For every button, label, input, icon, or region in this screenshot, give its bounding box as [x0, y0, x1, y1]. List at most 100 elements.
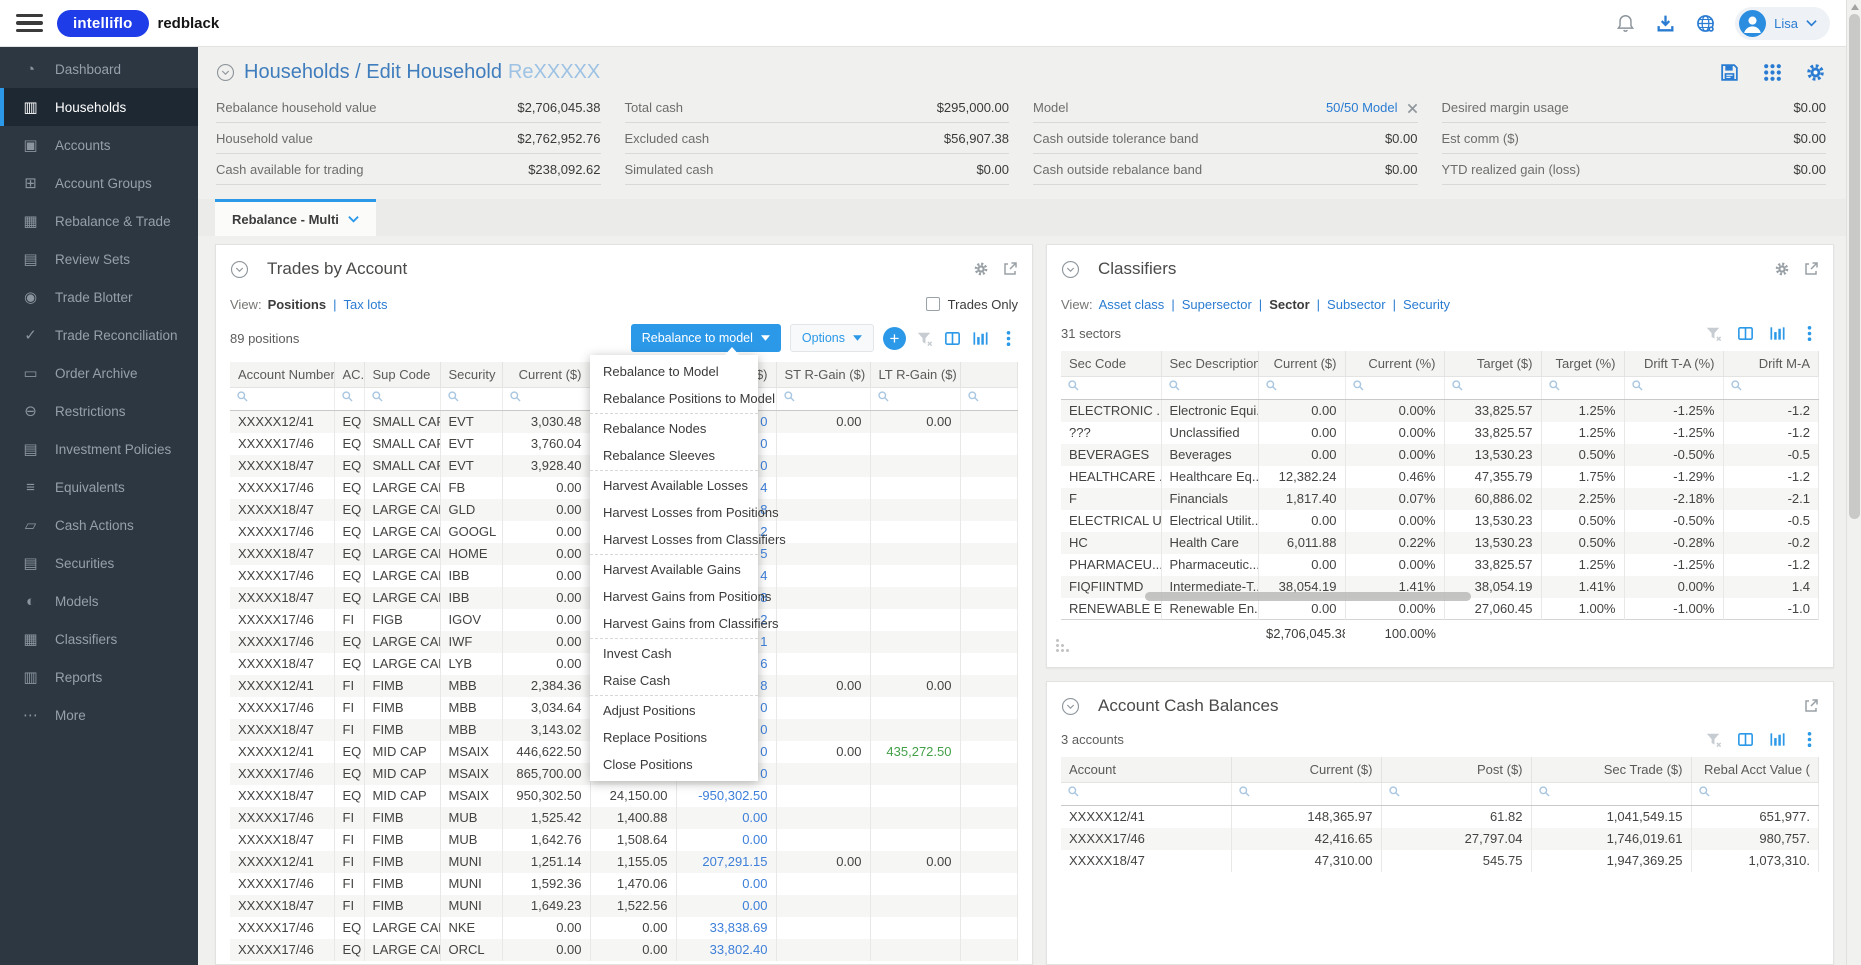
- column-header-ac[interactable]: AC...: [334, 362, 364, 388]
- column-header-drift-t-a[interactable]: Drift T-A (%): [1624, 351, 1723, 377]
- menu-item-raise-cash[interactable]: Raise Cash: [590, 667, 758, 694]
- sidebar-item-cash-actions[interactable]: ▱Cash Actions: [0, 506, 198, 544]
- options-button[interactable]: Options: [790, 324, 874, 352]
- column-header-col9[interactable]: [960, 362, 1018, 388]
- sidebar-item-dashboard[interactable]: ◔Dashboard: [0, 50, 198, 88]
- menu-item-harvest-gains-from-positions[interactable]: Harvest Gains from Positions: [590, 583, 758, 610]
- scrollbar-up-arrow[interactable]: [1851, 4, 1859, 10]
- external-link-icon[interactable]: [1803, 261, 1819, 277]
- column-filter[interactable]: [1531, 783, 1691, 806]
- column-filter[interactable]: [1723, 377, 1819, 400]
- column-filter[interactable]: [870, 388, 960, 411]
- sidebar-item-more[interactable]: ⋯More: [0, 696, 198, 734]
- sidebar-item-review-sets[interactable]: ▤Review Sets: [0, 240, 198, 278]
- sidebar-item-accounts[interactable]: ▣Accounts: [0, 126, 198, 164]
- view-link-security[interactable]: Security: [1403, 297, 1450, 312]
- column-header-target[interactable]: Target (%): [1541, 351, 1624, 377]
- table-row[interactable]: XXXXX17/4642,416.6527,797.041,746,019.61…: [1061, 828, 1819, 850]
- table-row[interactable]: BEVERAGESBeverages0.000.00%13,530.230.50…: [1061, 444, 1819, 466]
- menu-item-harvest-available-losses[interactable]: Harvest Available Losses: [590, 472, 758, 499]
- view-link-positions[interactable]: Positions: [268, 297, 327, 312]
- download-icon[interactable]: [1655, 13, 1676, 34]
- sidebar-item-securities[interactable]: ▤Securities: [0, 544, 198, 582]
- column-header-account[interactable]: Account: [1061, 757, 1231, 783]
- collapse-panel-icon[interactable]: [1061, 260, 1080, 279]
- horizontal-scrollbar-thumb[interactable]: [1145, 592, 1471, 601]
- breadcrumb[interactable]: Households / Edit Household: [244, 61, 502, 83]
- clear-filter-icon[interactable]: [1704, 324, 1723, 343]
- more-options-icon[interactable]: [999, 329, 1018, 348]
- settings-gear-icon[interactable]: [1805, 62, 1826, 83]
- gear-icon[interactable]: [973, 261, 989, 277]
- columns-icon[interactable]: [943, 329, 962, 348]
- column-filter[interactable]: [334, 388, 364, 411]
- menu-item-harvest-losses-from-positions[interactable]: Harvest Losses from Positions: [590, 499, 758, 526]
- close-icon[interactable]: [1407, 102, 1418, 113]
- column-header-rebal-acct-value[interactable]: Rebal Acct Value (: [1691, 757, 1819, 783]
- table-row[interactable]: XXXXX12/41148,365.9761.821,041,549.15651…: [1061, 806, 1819, 828]
- model-link[interactable]: 50/50 Model: [1326, 100, 1418, 115]
- columns-icon[interactable]: [1736, 324, 1755, 343]
- scrollbar-thumb[interactable]: [1849, 14, 1860, 519]
- view-link-asset-class[interactable]: Asset class: [1099, 297, 1165, 312]
- table-row[interactable]: XXXXX17/46FIFIMBMUB1,525.421,400.880.00: [230, 807, 1018, 829]
- column-filter[interactable]: [230, 388, 334, 411]
- rebalance-to-model-button[interactable]: Rebalance to model: [631, 324, 781, 352]
- table-row[interactable]: XXXXX18/4747,310.00545.751,947,369.251,0…: [1061, 850, 1819, 872]
- column-filter[interactable]: [1231, 783, 1381, 806]
- columns-icon[interactable]: [1736, 730, 1755, 749]
- menu-item-harvest-available-gains[interactable]: Harvest Available Gains: [590, 556, 758, 583]
- column-header-sup-code[interactable]: Sup Code: [364, 362, 440, 388]
- table-row[interactable]: HCHealth Care6,011.880.22%13,530.230.50%…: [1061, 532, 1819, 554]
- trades-only-checkbox[interactable]: [926, 297, 940, 311]
- column-filter[interactable]: [1161, 377, 1258, 400]
- notifications-bell-icon[interactable]: [1615, 13, 1636, 34]
- menu-item-rebalance-positions-to-model[interactable]: Rebalance Positions to Model: [590, 385, 758, 412]
- chart-icon[interactable]: [971, 329, 990, 348]
- view-link-subsector[interactable]: Subsector: [1327, 297, 1386, 312]
- column-filter[interactable]: [1061, 377, 1161, 400]
- table-row[interactable]: XXXXX12/41FIFIMBMUNI1,251.141,155.05207,…: [230, 851, 1018, 873]
- sidebar-item-restrictions[interactable]: ⊖Restrictions: [0, 392, 198, 430]
- column-filter[interactable]: [1541, 377, 1624, 400]
- column-filter[interactable]: [1345, 377, 1444, 400]
- table-row[interactable]: HEALTHCARE ...Healthcare Eq...12,382.240…: [1061, 466, 1819, 488]
- collapse-panel-icon[interactable]: [1061, 697, 1080, 716]
- clear-filter-icon[interactable]: [915, 329, 934, 348]
- view-link-tax-lots[interactable]: Tax lots: [343, 297, 387, 312]
- column-filter[interactable]: [1624, 377, 1723, 400]
- sidebar-item-reports[interactable]: ▥Reports: [0, 658, 198, 696]
- sidebar-item-order-archive[interactable]: ▭Order Archive: [0, 354, 198, 392]
- menu-item-rebalance-sleeves[interactable]: Rebalance Sleeves: [590, 442, 758, 469]
- column-header-post[interactable]: Post ($): [1381, 757, 1531, 783]
- view-link-sector[interactable]: Sector: [1269, 297, 1309, 312]
- menu-item-replace-positions[interactable]: Replace Positions: [590, 724, 758, 751]
- table-row[interactable]: XXXXX18/47FIFIMBMUB1,642.761,508.640.00: [230, 829, 1018, 851]
- table-row[interactable]: XXXXX17/46FIFIMBMUNI1,592.361,470.060.00: [230, 873, 1018, 895]
- column-header-current[interactable]: Current ($): [1258, 351, 1345, 377]
- add-icon[interactable]: +: [883, 327, 906, 350]
- menu-hamburger-icon[interactable]: [16, 14, 43, 33]
- save-icon[interactable]: [1719, 62, 1740, 83]
- column-filter[interactable]: [1691, 783, 1819, 806]
- column-header-account-number[interactable]: Account Number: [230, 362, 334, 388]
- column-header-sec-code[interactable]: Sec Code: [1061, 351, 1161, 377]
- column-filter[interactable]: [502, 388, 590, 411]
- more-options-icon[interactable]: [1800, 730, 1819, 749]
- more-options-icon[interactable]: [1800, 324, 1819, 343]
- table-row[interactable]: XXXXX18/47FIFIMBMUNI1,649.231,522.560.00: [230, 895, 1018, 917]
- view-link-supersector[interactable]: Supersector: [1182, 297, 1252, 312]
- table-row[interactable]: ???Unclassified0.000.00%33,825.571.25%-1…: [1061, 422, 1819, 444]
- column-filter[interactable]: [440, 388, 502, 411]
- chart-icon[interactable]: [1768, 324, 1787, 343]
- sidebar-item-classifiers[interactable]: ▦Classifiers: [0, 620, 198, 658]
- column-header-current[interactable]: Current ($): [502, 362, 590, 388]
- column-header-lt-r-gain[interactable]: LT R-Gain ($): [870, 362, 960, 388]
- tab-rebalance-multi[interactable]: Rebalance - Multi: [215, 199, 376, 236]
- table-row[interactable]: XXXXX18/47EQMID CAPMSAIX950,302.5024,150…: [230, 785, 1018, 807]
- column-header-drift-m-a[interactable]: Drift M-A: [1723, 351, 1819, 377]
- sidebar-item-rebalance-trade[interactable]: ▦Rebalance & Trade: [0, 202, 198, 240]
- external-link-icon[interactable]: [1803, 698, 1819, 714]
- sidebar-item-trade-reconciliation[interactable]: ✓Trade Reconciliation: [0, 316, 198, 354]
- sidebar-item-trade-blotter[interactable]: ◉Trade Blotter: [0, 278, 198, 316]
